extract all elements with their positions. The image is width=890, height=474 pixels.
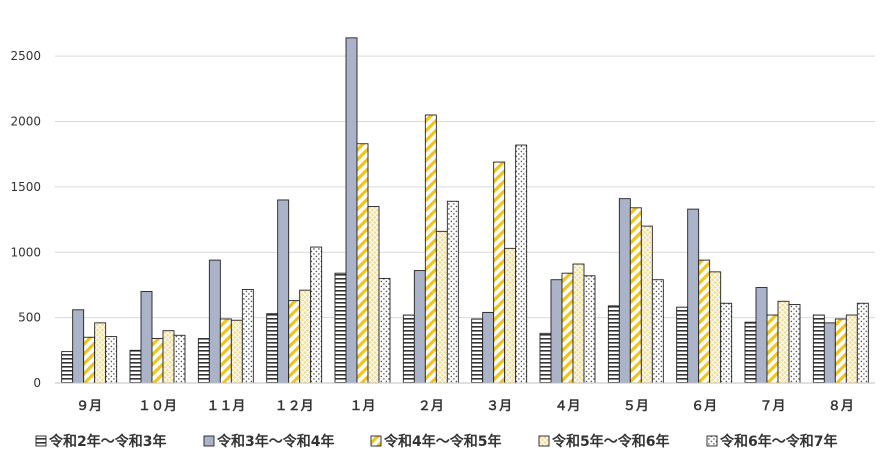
bar-5 xyxy=(105,336,118,384)
bar-3 xyxy=(629,207,642,384)
legend: 令和2年～令和3年 令和3年～令和4年 令和4年～令和5年 令和5年～令和6年 令和6年… xyxy=(35,433,837,450)
bar-2 xyxy=(208,259,221,384)
y-tick-label: 2000 xyxy=(10,115,41,129)
bar-4 xyxy=(640,225,653,384)
legend-label: 令和4年～令和5年 xyxy=(383,433,501,450)
bar-3 xyxy=(424,114,437,384)
bar-5 xyxy=(788,304,801,384)
bar-1 xyxy=(402,314,415,384)
bar-5 xyxy=(583,275,596,384)
bar-2 xyxy=(345,37,358,384)
bar-2 xyxy=(413,270,426,384)
bar-3 xyxy=(834,318,847,384)
bar-2 xyxy=(72,309,85,384)
y-axis-ticks: 0 500 1000 1500 2000 2500 xyxy=(10,49,41,390)
bar-5 xyxy=(378,277,391,384)
gridlines xyxy=(55,55,875,319)
bar-4 xyxy=(777,300,790,384)
x-tick-label: ５月 xyxy=(623,399,649,414)
legend-swatch xyxy=(370,435,382,447)
x-tick-label: ７月 xyxy=(759,399,785,414)
bar-2 xyxy=(755,287,768,384)
x-tick-label: １１月 xyxy=(206,399,245,414)
bar-4 xyxy=(845,314,858,384)
bar-4 xyxy=(709,271,722,384)
x-tick-label: ８月 xyxy=(828,399,854,414)
bar-1 xyxy=(539,332,552,384)
bar-3 xyxy=(151,338,164,384)
bar-5 xyxy=(651,279,664,384)
bar-4 xyxy=(435,230,448,384)
legend-label: 令和3年～令和4年 xyxy=(216,433,334,450)
bar-4 xyxy=(367,206,380,384)
bar-3 xyxy=(83,336,96,384)
x-tick-label: １２月 xyxy=(275,399,314,414)
bars xyxy=(61,37,869,384)
bar-1 xyxy=(197,338,210,384)
bar-3 xyxy=(766,314,779,384)
bar-4 xyxy=(230,319,243,384)
x-tick-label: ９月 xyxy=(76,399,102,414)
legend-label: 令和6年～令和7年 xyxy=(719,433,837,450)
bar-2 xyxy=(482,311,495,384)
bar-1 xyxy=(744,321,757,384)
bar-3 xyxy=(561,272,574,384)
legend-swatch xyxy=(35,435,47,447)
y-tick-label: 2500 xyxy=(10,49,41,63)
bar-3 xyxy=(698,259,711,384)
legend-swatch xyxy=(706,435,718,447)
bar-1 xyxy=(129,349,142,384)
legend-label: 令和5年～令和6年 xyxy=(551,433,669,450)
bar-4 xyxy=(572,263,585,384)
bar-3 xyxy=(356,143,369,384)
bar-5 xyxy=(241,289,254,384)
bar-4 xyxy=(504,247,517,384)
bar-5 xyxy=(173,334,186,384)
bar-3 xyxy=(219,318,232,384)
bar-1 xyxy=(61,351,74,384)
legend-label: 令和2年～令和3年 xyxy=(48,433,166,450)
bar-1 xyxy=(266,313,279,384)
bar-4 xyxy=(94,322,107,384)
bar-1 xyxy=(471,318,484,384)
x-tick-label: １０月 xyxy=(138,399,177,414)
bar-2 xyxy=(618,198,631,384)
y-tick-label: 0 xyxy=(33,376,41,390)
x-tick-label: ２月 xyxy=(418,399,444,414)
bar-1 xyxy=(334,272,347,384)
x-axis-ticks: ９月 １０月 １１月 １２月 １月 ２月 ３月 ４月 ５月 ６月 ７月 ８月 xyxy=(76,399,854,414)
x-tick-label: ６月 xyxy=(691,399,717,414)
bar-3 xyxy=(493,161,506,384)
x-tick-label: １月 xyxy=(349,399,375,414)
bar-4 xyxy=(162,330,175,384)
legend-swatch xyxy=(203,435,215,447)
y-tick-label: 1500 xyxy=(10,180,41,194)
x-tick-label: ４月 xyxy=(554,399,580,414)
bar-5 xyxy=(515,144,528,384)
y-tick-label: 1000 xyxy=(10,245,41,259)
bar-1 xyxy=(812,314,825,384)
bar-1 xyxy=(676,306,689,384)
x-tick-label: ３月 xyxy=(486,399,512,414)
bar-5 xyxy=(310,246,323,384)
bar-5 xyxy=(446,200,459,384)
bar-5 xyxy=(856,302,869,384)
bar-2 xyxy=(140,291,153,384)
y-tick-label: 500 xyxy=(18,311,41,325)
bar-2 xyxy=(277,199,290,384)
legend-swatch xyxy=(538,435,550,447)
bar-4 xyxy=(299,289,312,384)
bar-2 xyxy=(550,279,563,384)
bar-3 xyxy=(288,300,301,384)
bar-1 xyxy=(607,305,620,384)
bar-2 xyxy=(823,322,836,384)
bar-2 xyxy=(687,208,700,384)
bar-5 xyxy=(720,302,733,384)
